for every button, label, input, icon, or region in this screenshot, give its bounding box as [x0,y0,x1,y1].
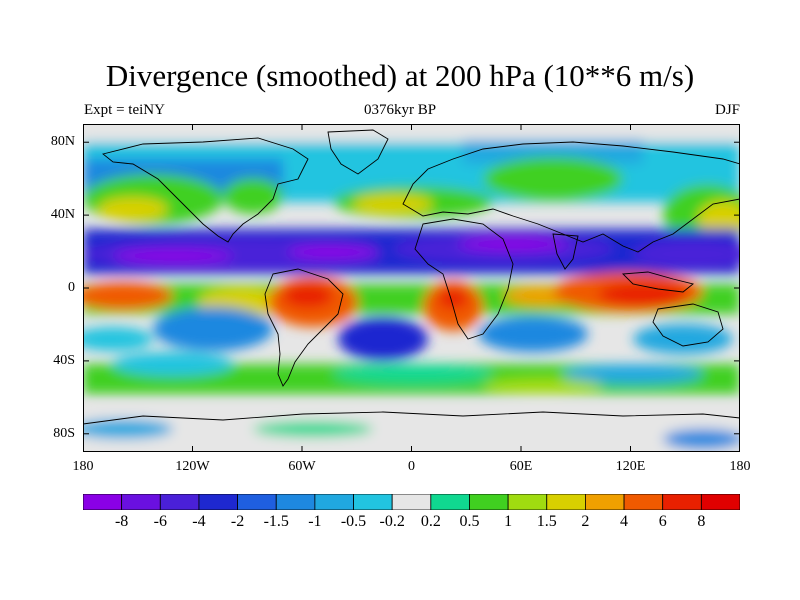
colorbar-tick-label: -2 [230,513,245,530]
field-patch [458,237,568,251]
coastlines [83,129,740,452]
y-tick-label: 40N [50,207,75,223]
x-tick-label: 120W [175,459,210,474]
field-patch [563,364,703,384]
colorbar-swatch [314,494,354,510]
field-patch [483,157,623,201]
field-patch [223,178,283,214]
field-patch [113,249,233,263]
india-outline [552,233,579,270]
colorbar-tick-label: 6 [658,513,667,530]
field-patch [598,282,688,306]
field-patch [83,419,173,439]
colorbar-swatch [507,494,548,510]
colorbar-swatch [391,494,432,510]
colorbar-swatch [121,494,161,510]
colorbar-swatch [585,494,625,510]
field-patch [353,194,433,214]
colorbar-swatch [662,494,702,510]
field-patch [633,324,733,354]
x-tick-label: 120E [615,459,646,474]
colorbar-tick-label: 4 [620,513,629,530]
field-patch [663,429,740,449]
field-patch [478,316,588,352]
colorbar-tick-label: -0.5 [340,513,367,530]
field-patch [253,421,373,437]
colorbar-tick-label: -8 [114,513,129,530]
colorbar-tick-label: -1.5 [263,513,289,530]
field-patch [483,378,603,394]
x-tick-label: 60E [509,459,533,474]
colorbar-swatch [83,494,123,510]
colorbar-tick-label: 1 [504,513,513,530]
y-tick-label: 80N [50,134,75,150]
y-tick-label: 40S [53,352,75,368]
map-plot-area [83,124,740,452]
field-patch [98,197,168,221]
field-patch [698,201,740,237]
field-patch [113,352,233,376]
colorbar-swatch [275,494,316,510]
experiment-label: Expt = teiNY [84,102,165,118]
x-tick-label: 180 [72,459,94,474]
y-tick-label: 80S [53,425,75,441]
colorbar-swatch [353,494,393,510]
field-patch [633,240,740,268]
x-tick-label: 180 [729,459,751,474]
field-patch [83,327,153,351]
colorbar-tick-label: 2 [581,513,590,530]
x-tick-label: 60W [288,459,316,474]
field-patch [438,289,468,309]
season-label: DJF [714,102,740,118]
colorbar [83,494,740,510]
field-patch [288,245,378,259]
colorbar-swatch [159,494,200,510]
y-tick-label: 0 [68,280,75,295]
colorbar-swatch [430,494,470,510]
colorbar-tick-label: 0.2 [420,513,441,530]
greenland-outline [327,129,389,175]
divergence-map [83,124,740,452]
colorbar-swatch [469,494,509,510]
colorbar-tick-label: -0.2 [379,513,405,530]
africa-outline [414,218,514,340]
eurasia-outline [402,141,740,253]
colorbar-swatch [198,494,238,510]
field-patch [83,124,740,140]
field-patch [283,284,333,308]
field-patch [338,317,428,361]
time-label: 0376kyr BP [363,102,437,118]
colorbar-tick-label: 8 [697,513,706,530]
colorbar-swatch [700,494,740,510]
field-patch [313,149,473,174]
antarctica-outline [83,411,740,452]
australia-outline [652,303,724,347]
x-tick-label: 0 [408,459,415,474]
colorbar-swatch [237,494,277,510]
colorbar-tick-label: 1.5 [536,513,557,530]
north-america-outline [102,137,309,243]
chart-title: Divergence (smoothed) at 200 hPa (10**6 … [105,58,695,93]
colorbar-tick-label: -1 [308,513,322,530]
maritime-continent-outline [621,271,694,293]
colorbar-swatch [546,494,586,510]
field-patch [333,364,493,384]
south-america-outline [264,268,344,387]
colorbar-tick-label: -6 [153,513,167,530]
colorbar-tick-label: -4 [192,513,206,530]
field-patch [83,282,173,310]
field-patch [153,307,273,351]
colorbar-tick-label: 0.5 [459,513,480,530]
axis-ticks [83,124,740,452]
colorbar-swatch [623,494,664,510]
